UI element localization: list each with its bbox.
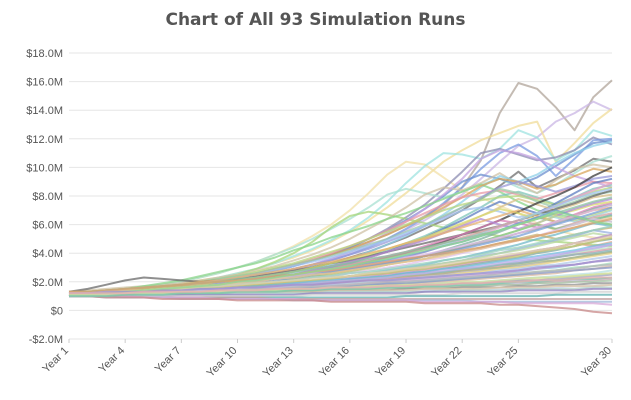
y-axis: -$2.0M $0 $2.0M $4.0M $6.0M $8.0M $10.0M $12.0M…	[26, 48, 63, 346]
x-tick-label: Year 13	[261, 345, 296, 380]
series-line[interactable]	[68, 163, 613, 293]
x-tick-label: Year 1	[40, 345, 71, 376]
y-tick-label: $0	[51, 305, 63, 317]
y-tick-label: $12.0M	[26, 134, 63, 146]
y-tick-label: $8.0M	[32, 191, 63, 203]
y-tick-label: $4.0M	[32, 248, 63, 260]
y-tick-label: $16.0M	[26, 77, 63, 89]
series-line[interactable]	[69, 276, 612, 295]
y-tick-label: $6.0M	[32, 220, 63, 232]
series-line[interactable]	[68, 293, 613, 306]
x-tick-label: Year 22	[429, 345, 464, 380]
series-line[interactable]	[68, 183, 613, 295]
y-tick-label: $10.0M	[26, 162, 63, 174]
series-line[interactable]	[69, 290, 612, 298]
x-tick-label: Year 4	[97, 345, 128, 376]
series-lines	[68, 79, 613, 315]
x-tick-label: Year 7	[153, 345, 184, 376]
x-tick-label: Year 25	[485, 345, 520, 380]
x-tick-label: Year 16	[317, 345, 352, 380]
series-line[interactable]	[69, 210, 613, 296]
y-tick-label: -$2.0M	[29, 334, 63, 346]
x-tick-label: Year 10	[205, 345, 240, 380]
x-tick-label: Year 30	[579, 345, 614, 380]
series-line[interactable]	[69, 295, 613, 315]
y-tick-label: $2.0M	[32, 277, 63, 289]
y-tick-label: $18.0M	[26, 48, 63, 60]
chart-title: Chart of All 93 Simulation Runs	[165, 10, 466, 30]
series-line[interactable]	[69, 217, 613, 293]
x-tick-label: Year 19	[373, 345, 408, 380]
x-axis: Year 1 Year 4 Year 7 Year 10 Year 13 Year 16 Y…	[40, 339, 614, 380]
y-tick-label: $14.0M	[26, 105, 63, 117]
series-line[interactable]	[69, 259, 613, 295]
